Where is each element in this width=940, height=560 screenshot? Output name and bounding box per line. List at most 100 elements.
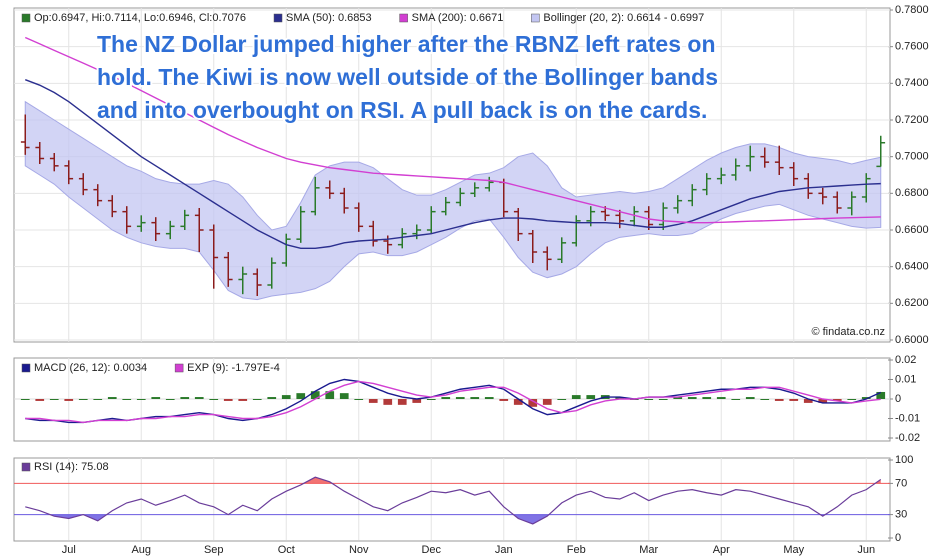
histogram-bar — [136, 399, 146, 400]
histogram-bar — [122, 399, 132, 400]
histogram-bar — [658, 399, 668, 400]
histogram-bar — [818, 399, 828, 403]
annotation: hold. The Kiwi is now well outside of th… — [97, 64, 718, 90]
x-tick-label: Apr — [713, 544, 730, 556]
histogram-bar — [20, 399, 30, 400]
legend-label: Op:0.6947, Hi:0.7114, Lo:0.6946, Cl:0.70… — [34, 12, 246, 24]
histogram-bar — [194, 397, 204, 399]
y-tick-label: 0 — [895, 393, 901, 405]
y-tick-label: 0.6000 — [895, 334, 929, 346]
y-tick-label: 70 — [895, 477, 907, 489]
histogram-bar — [107, 397, 117, 399]
y-tick-label: -0.01 — [895, 412, 920, 424]
histogram-bar — [861, 397, 871, 399]
legend-label: MACD (26, 12): 0.0034 — [34, 362, 147, 374]
histogram-bar — [774, 399, 784, 401]
histogram-bar — [644, 399, 654, 400]
histogram-bar — [789, 399, 799, 401]
macd-line — [25, 380, 881, 424]
histogram-bar — [35, 399, 45, 401]
histogram-bar — [310, 391, 320, 399]
sma-line — [25, 79, 881, 250]
histogram-bar — [455, 397, 465, 399]
legend-swatch — [399, 13, 408, 23]
histogram-bar — [586, 395, 596, 399]
histogram-bar — [252, 399, 262, 400]
histogram-bar — [238, 399, 248, 401]
histogram-bar — [760, 399, 770, 400]
histogram-bar — [876, 391, 886, 399]
y-tick-label: 0.6800 — [895, 187, 929, 199]
histogram-bar — [325, 391, 335, 399]
legend-swatch — [21, 462, 31, 472]
y-tick-label: 0.02 — [895, 354, 916, 366]
histogram-bar — [151, 397, 161, 399]
x-tick-label: May — [783, 544, 804, 556]
histogram-bar — [412, 399, 422, 403]
rsi-line — [25, 476, 882, 525]
x-tick-label: Sep — [204, 544, 224, 556]
x-tick-label: Jun — [857, 544, 875, 556]
x-tick-label: Oct — [278, 544, 295, 556]
histogram-bar — [339, 393, 349, 399]
x-tick-label: Nov — [349, 544, 369, 556]
x-tick-label: Jan — [495, 544, 513, 556]
rsi-panel — [13, 457, 891, 542]
y-tick-label: 30 — [895, 509, 907, 521]
histogram-bar — [383, 399, 393, 405]
legend-label: SMA (50): 0.6853 — [286, 12, 372, 24]
histogram-bar — [557, 399, 567, 400]
histogram-bar — [615, 397, 625, 399]
legend-swatch — [273, 13, 283, 23]
histogram-bar — [470, 397, 480, 399]
y-tick-label: 0.6600 — [895, 224, 929, 236]
histogram-bar — [180, 397, 190, 399]
x-tick-label: Jul — [62, 544, 76, 556]
histogram-bar — [296, 393, 306, 399]
x-tick-label: Feb — [567, 544, 586, 556]
histogram-bar — [731, 399, 741, 400]
y-tick-label: 0.7200 — [895, 114, 929, 126]
y-tick-label: -0.02 — [895, 432, 920, 444]
legend-swatch — [174, 363, 184, 373]
histogram-bar — [702, 397, 712, 399]
y-tick-label: 0.01 — [895, 373, 916, 385]
histogram-bar — [687, 397, 697, 399]
y-tick-label: 0 — [895, 532, 901, 544]
legend-label: RSI (14): 75.08 — [34, 461, 109, 473]
histogram-bar — [847, 399, 857, 400]
histogram-bar — [209, 399, 219, 400]
y-tick-label: 0.6400 — [895, 261, 929, 273]
y-tick-label: 0.7000 — [895, 151, 929, 163]
y-tick-label: 0.6200 — [895, 297, 929, 309]
histogram-bar — [528, 399, 538, 407]
x-tick-label: Mar — [639, 544, 658, 556]
histogram-bar — [745, 397, 755, 399]
histogram-bar — [223, 399, 233, 401]
y-tick-label: 0.7400 — [895, 77, 929, 89]
histogram-bar — [267, 397, 277, 399]
legend-label: EXP (9): -1.797E-4 — [187, 362, 280, 374]
histogram-bar — [281, 395, 291, 399]
histogram-bar — [49, 399, 59, 400]
histogram-bar — [368, 399, 378, 403]
legend-swatch — [531, 13, 540, 23]
histogram-bar — [832, 399, 842, 401]
sma-line — [24, 36, 881, 224]
legend-swatch — [21, 363, 31, 373]
legend-swatch — [21, 13, 31, 23]
histogram-bar — [354, 399, 364, 400]
histogram-bar — [441, 397, 451, 399]
y-tick-label: 0.7800 — [895, 4, 929, 16]
histogram-bar — [513, 399, 523, 405]
annotation: The NZ Dollar jumped higher after the RB… — [97, 31, 716, 57]
histogram-bar — [397, 399, 407, 405]
histogram-bar — [673, 397, 683, 399]
histogram-bar — [64, 399, 74, 401]
bollinger-band — [24, 100, 882, 301]
y-tick-label: 100 — [895, 454, 913, 466]
histogram-bar — [499, 399, 509, 401]
histogram-bar — [571, 395, 581, 399]
histogram-bar — [426, 399, 436, 400]
